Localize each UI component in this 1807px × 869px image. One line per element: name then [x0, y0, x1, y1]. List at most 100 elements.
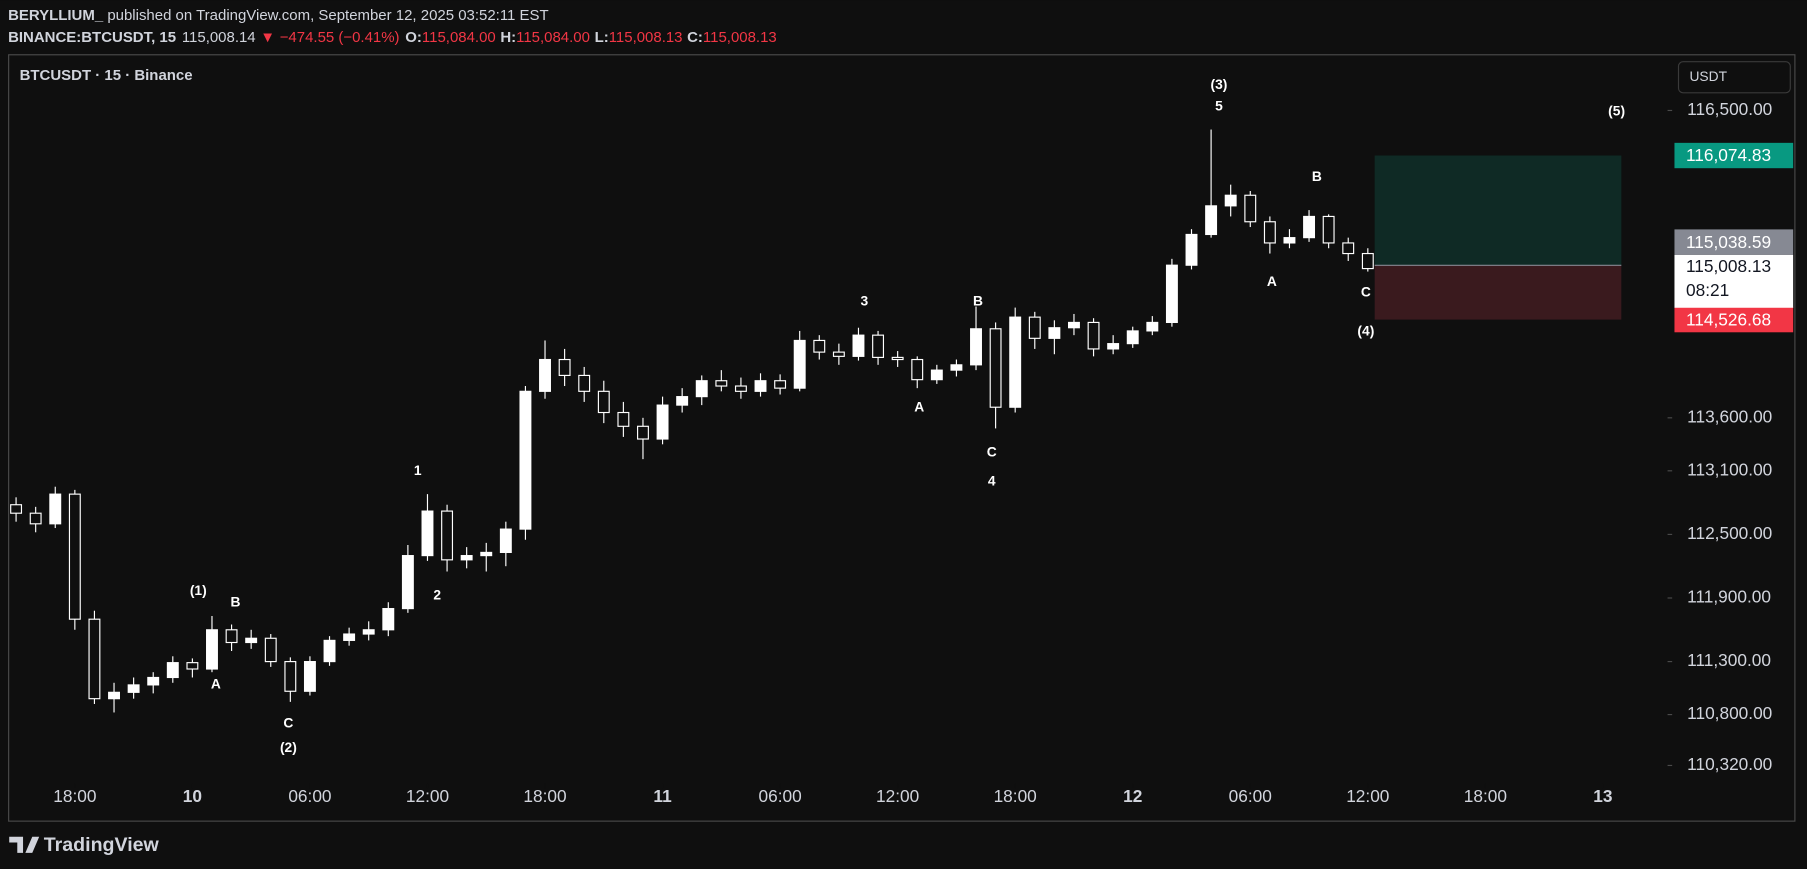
- candle-body: [872, 334, 885, 358]
- candle-body: [1244, 194, 1257, 223]
- y-tick-label: 111,300.00: [1687, 650, 1771, 670]
- x-tick-label: 12:00: [406, 786, 449, 806]
- current-price-box: [1674, 254, 1794, 308]
- x-tick-label: 06:00: [758, 786, 801, 806]
- candle-body: [1009, 316, 1022, 408]
- candle-body: [774, 380, 787, 389]
- candle-body: [108, 691, 120, 700]
- wave-label: (4): [1357, 323, 1374, 339]
- candle-body: [166, 662, 179, 679]
- candle-body: [1224, 194, 1237, 207]
- wave-label: (1): [190, 582, 207, 598]
- candle-body: [147, 676, 160, 686]
- candle-body: [1263, 221, 1276, 244]
- candle-body: [206, 629, 218, 670]
- h-label: H:: [500, 29, 516, 46]
- candle-body: [1126, 330, 1139, 345]
- y-tick-label: 113,100.00: [1687, 459, 1772, 479]
- candle-body: [127, 684, 140, 693]
- candle-body: [1165, 264, 1178, 324]
- x-tick-label: 18:00: [994, 786, 1037, 806]
- candle-body: [813, 339, 826, 353]
- brand-name: TradingView: [44, 834, 160, 856]
- brand-logo: [9, 836, 40, 853]
- candle-body: [362, 629, 375, 635]
- candle-body: [832, 351, 845, 357]
- candle-body: [225, 629, 238, 644]
- o-label: O:: [405, 29, 422, 46]
- candle-body: [891, 356, 904, 361]
- chart-frame: [8, 54, 1796, 822]
- wave-label: 3: [861, 293, 869, 309]
- x-tick-label: 13: [1593, 786, 1612, 806]
- candle-body: [637, 425, 649, 440]
- candle-body: [284, 661, 297, 692]
- wave-label: C: [987, 444, 997, 460]
- wave-label: A: [1267, 273, 1277, 289]
- candle-body: [49, 493, 62, 525]
- wave-label: B: [230, 594, 240, 610]
- candle-body: [441, 510, 454, 561]
- plot: 116,500.00 113,600.00 113,100.00 112,500.00…: [10, 76, 1794, 806]
- o-value: 115,084.00: [422, 29, 496, 46]
- arrow: ▼: [260, 29, 275, 46]
- countdown: 08:21: [1686, 280, 1729, 300]
- candle-body: [29, 512, 42, 525]
- y-tick-label: 110,320.00: [1687, 754, 1772, 774]
- y-tick-label: 113,600.00: [1687, 406, 1772, 426]
- candle-body: [264, 637, 277, 663]
- candle-body: [1361, 252, 1374, 270]
- candle-body: [88, 618, 101, 700]
- x-tick-label: 12:00: [1346, 786, 1389, 806]
- wave-label: A: [211, 675, 221, 691]
- candle-body: [911, 358, 924, 381]
- candle-body: [382, 608, 395, 631]
- currency-button[interactable]: [1677, 61, 1791, 94]
- brand: TradingView: [9, 834, 160, 856]
- candle-body: [1068, 321, 1080, 329]
- wave-label: C: [283, 715, 293, 731]
- wave-label: B: [973, 293, 983, 309]
- candle-body: [715, 380, 728, 387]
- candle-body: [734, 385, 747, 392]
- y-tick-label: 111,900.00: [1687, 587, 1771, 607]
- symbol: BINANCE:BTCUSDT, 15: [8, 29, 176, 46]
- entry-label-box: [1674, 229, 1794, 255]
- candle-body: [1028, 316, 1041, 339]
- x-tick-label: 12: [1123, 786, 1142, 806]
- candle-body: [519, 390, 532, 530]
- candle-body: [930, 369, 943, 381]
- candle-body: [989, 328, 1002, 408]
- wave-label: (2): [280, 739, 297, 755]
- candle-body: [421, 510, 434, 557]
- candle-body: [1146, 321, 1159, 332]
- x-tick-label: 12:00: [876, 786, 919, 806]
- candle-body: [10, 504, 23, 514]
- candle-body: [852, 334, 865, 357]
- candle-body: [793, 339, 806, 389]
- candle-body: [323, 639, 336, 663]
- wave-label: 1: [414, 462, 422, 478]
- entry-label: 115,038.59: [1686, 232, 1771, 252]
- wave-label: (5): [1608, 102, 1625, 118]
- wave-label: 2: [433, 587, 441, 603]
- change: −474.55 (−0.41%): [280, 29, 400, 46]
- c-label: C:: [687, 29, 703, 46]
- candle-body: [1048, 327, 1061, 339]
- wave-label: 5: [1215, 98, 1223, 114]
- wave-label: (3): [1210, 76, 1227, 92]
- currency[interactable]: USDT: [1689, 68, 1727, 84]
- candle-body: [1087, 321, 1100, 350]
- y-tick-label: 110,800.00: [1687, 703, 1772, 723]
- candle-body: [754, 380, 767, 392]
- candle-body: [245, 637, 258, 644]
- candle-body: [1185, 233, 1198, 266]
- wave-label: 4: [988, 472, 996, 488]
- candle-body: [656, 404, 669, 440]
- candle-body: [68, 493, 81, 620]
- wave-label: A: [914, 399, 924, 415]
- c-value: 115,008.13: [703, 29, 777, 46]
